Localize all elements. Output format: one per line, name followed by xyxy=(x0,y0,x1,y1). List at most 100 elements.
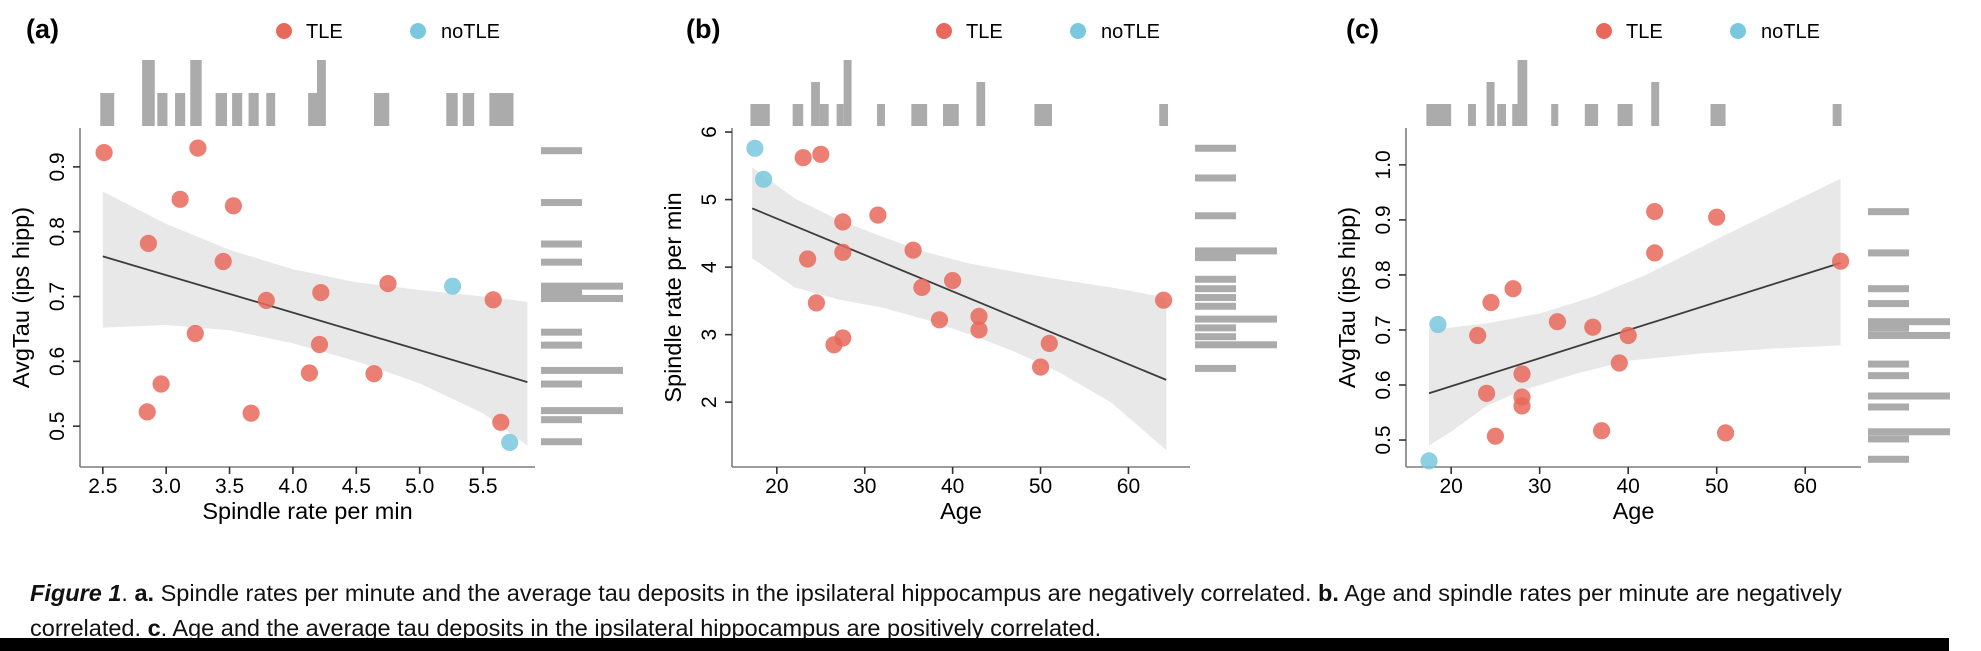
data-point-tle xyxy=(484,291,502,309)
y-axis-title: AvgTau (ips hipp) xyxy=(8,207,34,388)
top-histogram-bar xyxy=(489,93,514,126)
top-histogram-bar xyxy=(266,93,276,126)
y-tick-label: 0.5 xyxy=(1372,425,1395,454)
right-histogram-bar xyxy=(1868,249,1909,257)
top-histogram-bar xyxy=(374,93,390,126)
data-point-tle xyxy=(834,329,852,347)
top-histogram-bar xyxy=(1034,104,1052,126)
data-point-tle xyxy=(1548,313,1566,331)
right-histogram-bar xyxy=(541,366,623,374)
right-histogram-bar xyxy=(1868,428,1950,436)
data-point-tle xyxy=(379,275,397,293)
top-histogram-bar xyxy=(157,93,168,126)
regression-line xyxy=(751,207,1167,381)
data-point-tle xyxy=(242,404,260,422)
right-histogram-bar xyxy=(1868,435,1909,443)
top-histogram-bar xyxy=(1426,104,1452,126)
data-point-tle xyxy=(970,321,988,339)
data-point-tle xyxy=(834,213,852,231)
right-histogram-bar xyxy=(1868,300,1909,308)
top-histogram-bar xyxy=(976,82,986,126)
legend-notle-dot-icon xyxy=(1070,23,1086,39)
x-tick-label: 30 xyxy=(1528,475,1551,498)
y-tick-label: 0.5 xyxy=(46,412,69,441)
confidence-band xyxy=(1429,178,1841,446)
right-histogram-bar xyxy=(1195,174,1236,182)
x-tick-label: 60 xyxy=(1794,475,1817,498)
data-point-tle xyxy=(1513,397,1531,415)
legend-tle-label: TLE xyxy=(966,21,1003,43)
x-tick-label: 20 xyxy=(1439,475,1462,498)
data-point-tle xyxy=(1584,318,1602,336)
data-point-tle xyxy=(365,365,383,383)
caption-segment: Age and spindle rates per minute are neg… xyxy=(30,579,1842,641)
caption-segment: c xyxy=(147,614,161,641)
y-axis-title: AvgTau (ips hipp) xyxy=(1334,207,1360,388)
top-histogram-bar xyxy=(1497,104,1507,126)
right-histogram-bar xyxy=(1868,455,1909,463)
data-point-tle xyxy=(1717,424,1735,442)
right-histogram-bar xyxy=(541,147,582,155)
x-axis-title: Age xyxy=(940,498,982,524)
data-point-tle xyxy=(970,307,988,325)
right-histogram-bar xyxy=(1868,360,1909,368)
top-histogram-bar xyxy=(175,93,186,126)
caption-segment: . Age and the average tau deposits in th… xyxy=(160,614,1102,641)
data-point-notle xyxy=(755,170,773,188)
top-histogram-bar xyxy=(942,104,959,126)
top-histogram-bar xyxy=(1486,82,1495,126)
data-point-tle xyxy=(1646,203,1664,221)
legend-tle-label: TLE xyxy=(306,21,343,43)
y-tick-label: 3 xyxy=(698,329,721,341)
top-histogram-bar xyxy=(142,60,155,126)
panel-label: (b) xyxy=(686,14,720,44)
right-histogram-bar xyxy=(1195,302,1236,310)
caption-segment: Spindle rates per minute and the average… xyxy=(154,579,1319,606)
top-histogram-bar xyxy=(836,104,844,126)
x-tick-label: 50 xyxy=(1705,475,1728,498)
data-point-tle xyxy=(1486,427,1504,445)
right-histogram-bar xyxy=(1195,254,1236,262)
y-tick-label: 0.7 xyxy=(1372,315,1395,344)
right-histogram-bar xyxy=(1868,403,1909,411)
data-point-tle xyxy=(171,190,189,208)
data-point-notle xyxy=(1429,315,1447,334)
top-histogram-bar xyxy=(308,93,318,126)
data-point-tle xyxy=(310,335,329,354)
x-tick-label: 40 xyxy=(941,475,964,498)
y-tick-label: 0.8 xyxy=(1372,260,1395,289)
top-histogram-bar xyxy=(248,93,259,126)
legend-tle-dot-icon xyxy=(1596,23,1612,39)
data-point-tle xyxy=(1593,422,1611,440)
data-point-tle xyxy=(1708,208,1726,226)
x-tick-label: 3.0 xyxy=(152,475,181,498)
data-point-tle xyxy=(1646,244,1664,262)
legend-notle-dot-icon xyxy=(1730,23,1746,39)
right-histogram-bar xyxy=(1868,324,1909,332)
data-point-tle xyxy=(224,197,242,215)
data-point-tle xyxy=(944,272,962,290)
right-histogram-bar xyxy=(541,380,582,388)
top-histogram-bar xyxy=(1467,104,1476,126)
right-histogram-bar xyxy=(1868,372,1909,380)
data-point-tle xyxy=(1832,252,1850,270)
right-histogram-bar xyxy=(541,438,582,446)
top-histogram-bar xyxy=(750,104,770,126)
legend-tle-dot-icon xyxy=(276,23,292,39)
confidence-band xyxy=(752,167,1167,451)
data-point-tle xyxy=(812,145,830,163)
data-point-tle xyxy=(152,375,170,393)
x-axis-title: Spindle rate per min xyxy=(202,498,412,524)
data-point-tle xyxy=(492,413,510,431)
x-axis-title: Age xyxy=(1613,498,1655,524)
x-tick-label: 50 xyxy=(1029,475,1052,498)
data-point-tle xyxy=(139,234,157,252)
x-tick-label: 20 xyxy=(765,475,788,498)
legend-notle-label: noTLE xyxy=(1101,21,1160,43)
right-histogram-bar xyxy=(541,240,582,248)
data-point-tle xyxy=(834,243,852,261)
right-histogram-bar xyxy=(541,282,623,290)
right-histogram-bar xyxy=(541,294,623,302)
top-histogram-bar xyxy=(1832,104,1842,126)
panel-b: 20 30 40 50 60 2 3 4 5 6 Age Spindle rate per min (b… xyxy=(660,14,1277,524)
